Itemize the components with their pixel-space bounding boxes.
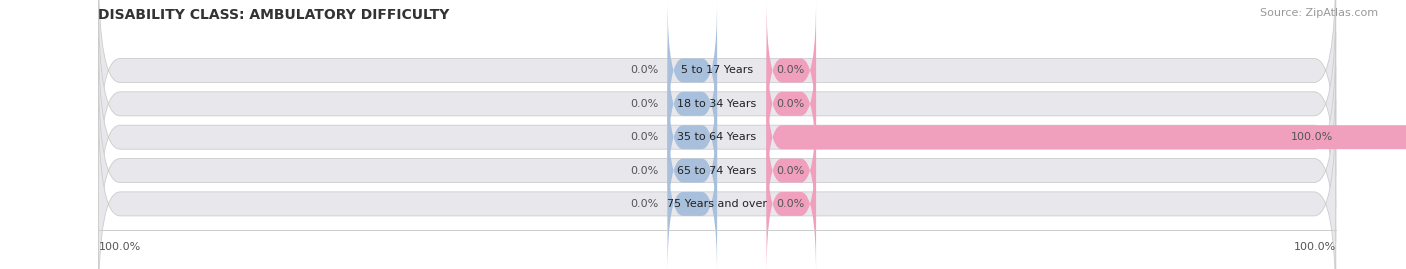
FancyBboxPatch shape (668, 99, 717, 242)
Text: 0.0%: 0.0% (630, 99, 658, 109)
Text: 75 Years and over: 75 Years and over (666, 199, 768, 209)
Text: Source: ZipAtlas.com: Source: ZipAtlas.com (1260, 8, 1378, 18)
Text: 18 to 34 Years: 18 to 34 Years (678, 99, 756, 109)
FancyBboxPatch shape (98, 99, 1336, 269)
Text: 35 to 64 Years: 35 to 64 Years (678, 132, 756, 142)
Text: 0.0%: 0.0% (630, 65, 658, 76)
Text: 0.0%: 0.0% (630, 132, 658, 142)
FancyBboxPatch shape (668, 0, 717, 142)
Text: 100.0%: 100.0% (98, 242, 141, 252)
FancyBboxPatch shape (766, 0, 815, 142)
FancyBboxPatch shape (98, 33, 1336, 242)
Text: 0.0%: 0.0% (776, 65, 804, 76)
FancyBboxPatch shape (668, 133, 717, 269)
Text: 0.0%: 0.0% (630, 199, 658, 209)
Text: DISABILITY CLASS: AMBULATORY DIFFICULTY: DISABILITY CLASS: AMBULATORY DIFFICULTY (98, 8, 450, 22)
Text: 0.0%: 0.0% (776, 199, 804, 209)
FancyBboxPatch shape (766, 33, 815, 175)
Text: 100.0%: 100.0% (1291, 132, 1333, 142)
FancyBboxPatch shape (98, 0, 1336, 175)
Text: 5 to 17 Years: 5 to 17 Years (681, 65, 754, 76)
Text: 65 to 74 Years: 65 to 74 Years (678, 165, 756, 176)
FancyBboxPatch shape (668, 33, 717, 175)
Text: 0.0%: 0.0% (630, 165, 658, 176)
FancyBboxPatch shape (766, 99, 815, 242)
Text: 0.0%: 0.0% (776, 99, 804, 109)
FancyBboxPatch shape (668, 66, 717, 208)
FancyBboxPatch shape (98, 66, 1336, 269)
FancyBboxPatch shape (98, 0, 1336, 208)
Text: 100.0%: 100.0% (1294, 242, 1336, 252)
Text: 0.0%: 0.0% (776, 165, 804, 176)
FancyBboxPatch shape (766, 66, 1406, 208)
FancyBboxPatch shape (766, 133, 815, 269)
